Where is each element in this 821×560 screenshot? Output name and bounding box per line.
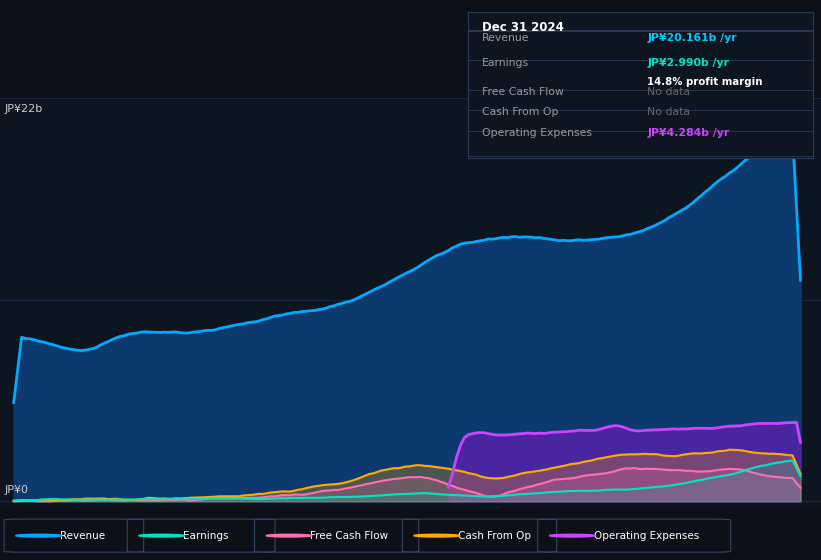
Text: Operating Expenses: Operating Expenses — [482, 128, 592, 138]
Text: Operating Expenses: Operating Expenses — [594, 531, 699, 540]
Circle shape — [266, 534, 312, 537]
Text: Free Cash Flow: Free Cash Flow — [482, 87, 564, 96]
Text: Earnings: Earnings — [183, 531, 228, 540]
Circle shape — [414, 534, 460, 537]
Text: Cash From Op: Cash From Op — [482, 107, 558, 117]
Text: Earnings: Earnings — [482, 58, 529, 68]
Text: JP¥2.990b /yr: JP¥2.990b /yr — [647, 58, 729, 68]
Text: JP¥0: JP¥0 — [4, 484, 28, 494]
Text: Revenue: Revenue — [482, 33, 530, 43]
Circle shape — [139, 534, 185, 537]
Text: JP¥20.161b /yr: JP¥20.161b /yr — [647, 33, 737, 43]
Text: Cash From Op: Cash From Op — [458, 531, 531, 540]
Text: 14.8% profit margin: 14.8% profit margin — [647, 77, 763, 87]
Text: Revenue: Revenue — [60, 531, 105, 540]
Text: No data: No data — [647, 87, 690, 96]
Circle shape — [549, 534, 595, 537]
Text: No data: No data — [647, 107, 690, 117]
Text: Dec 31 2024: Dec 31 2024 — [482, 21, 564, 34]
Text: JP¥22b: JP¥22b — [4, 104, 43, 114]
Text: JP¥4.284b /yr: JP¥4.284b /yr — [647, 128, 730, 138]
Circle shape — [16, 534, 62, 537]
Text: Free Cash Flow: Free Cash Flow — [310, 531, 388, 540]
